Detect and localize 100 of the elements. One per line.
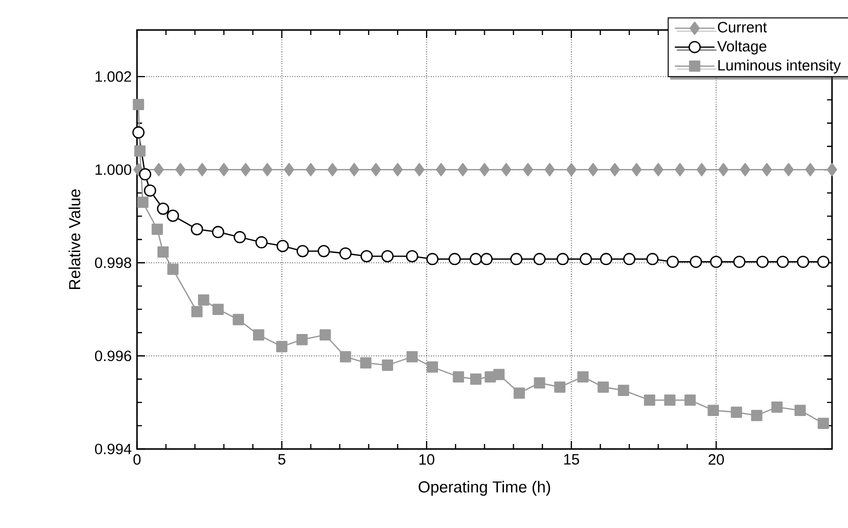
point <box>796 256 810 268</box>
point <box>794 404 806 416</box>
point <box>480 252 493 266</box>
point <box>306 163 316 176</box>
point <box>232 314 244 326</box>
point <box>255 236 268 248</box>
point <box>218 163 230 176</box>
point <box>580 252 592 266</box>
point <box>762 163 772 176</box>
y-tick-label: 1.000 <box>96 164 132 175</box>
y-tick-label: 0.996 <box>95 350 132 362</box>
point <box>631 163 642 176</box>
point <box>674 163 686 176</box>
point <box>360 250 373 262</box>
point <box>212 304 224 315</box>
point <box>646 252 659 266</box>
point <box>771 401 783 413</box>
point <box>510 252 522 266</box>
legend-label: Luminous intensity <box>718 60 841 74</box>
point <box>751 410 762 422</box>
point <box>134 145 146 157</box>
point <box>718 163 729 176</box>
point <box>458 163 468 176</box>
point <box>406 250 418 262</box>
point <box>493 368 505 380</box>
point <box>710 256 722 268</box>
point <box>479 163 490 176</box>
point <box>154 163 164 176</box>
point <box>740 163 750 176</box>
point <box>262 163 272 176</box>
point <box>253 329 264 341</box>
point <box>756 256 769 268</box>
point <box>554 381 566 393</box>
point <box>166 210 180 222</box>
point <box>392 163 403 176</box>
point <box>370 163 382 176</box>
point <box>296 244 309 258</box>
x-tick-label: 10 <box>419 454 434 465</box>
point <box>340 351 352 362</box>
point <box>577 371 589 382</box>
point <box>664 394 676 406</box>
point <box>240 163 251 176</box>
point <box>234 231 246 244</box>
point <box>690 256 702 268</box>
point <box>600 252 612 266</box>
point <box>276 340 288 352</box>
point <box>452 371 464 382</box>
point <box>360 357 372 368</box>
y-tick-label: 1.002 <box>96 71 132 82</box>
point <box>339 247 352 260</box>
x-tick-label: 15 <box>564 454 580 465</box>
point <box>666 256 679 268</box>
point <box>818 418 829 430</box>
point <box>730 406 742 418</box>
point <box>566 163 577 176</box>
legend-label: Current <box>718 22 767 32</box>
y-tick-label: 0.998 <box>95 257 132 268</box>
point <box>644 394 656 406</box>
point <box>167 264 179 275</box>
point <box>618 384 630 396</box>
point <box>414 163 424 176</box>
x-tick-label: 0 <box>133 454 141 465</box>
point <box>138 168 152 180</box>
x-axis-title: Operating Time (h) <box>418 480 550 496</box>
point <box>522 163 534 176</box>
point <box>327 163 338 176</box>
y-axis-title: Relative Value <box>68 189 80 289</box>
point <box>132 126 145 139</box>
point <box>805 163 816 176</box>
point <box>198 294 210 306</box>
point <box>381 250 394 262</box>
point <box>556 252 569 266</box>
point <box>156 202 170 215</box>
legend-label: Voltage <box>717 40 766 54</box>
point <box>448 252 461 266</box>
point <box>406 351 418 362</box>
y-tick-label: 0.994 <box>95 444 132 454</box>
x-tick-label: 5 <box>278 454 286 465</box>
point <box>349 163 360 176</box>
point <box>588 163 598 176</box>
point <box>212 226 224 238</box>
point <box>826 163 838 176</box>
point <box>470 252 482 266</box>
point <box>514 387 525 399</box>
point <box>598 381 609 393</box>
point <box>684 394 696 406</box>
point <box>157 246 169 258</box>
point <box>708 404 719 416</box>
point <box>190 223 204 236</box>
x-tick-label: 20 <box>708 454 724 465</box>
point <box>318 244 330 258</box>
point <box>776 256 789 268</box>
point <box>197 163 208 176</box>
point <box>623 252 636 266</box>
point <box>152 224 163 235</box>
point <box>132 98 144 110</box>
point <box>276 240 289 252</box>
point <box>533 252 546 266</box>
point <box>175 163 186 176</box>
point <box>382 360 394 371</box>
